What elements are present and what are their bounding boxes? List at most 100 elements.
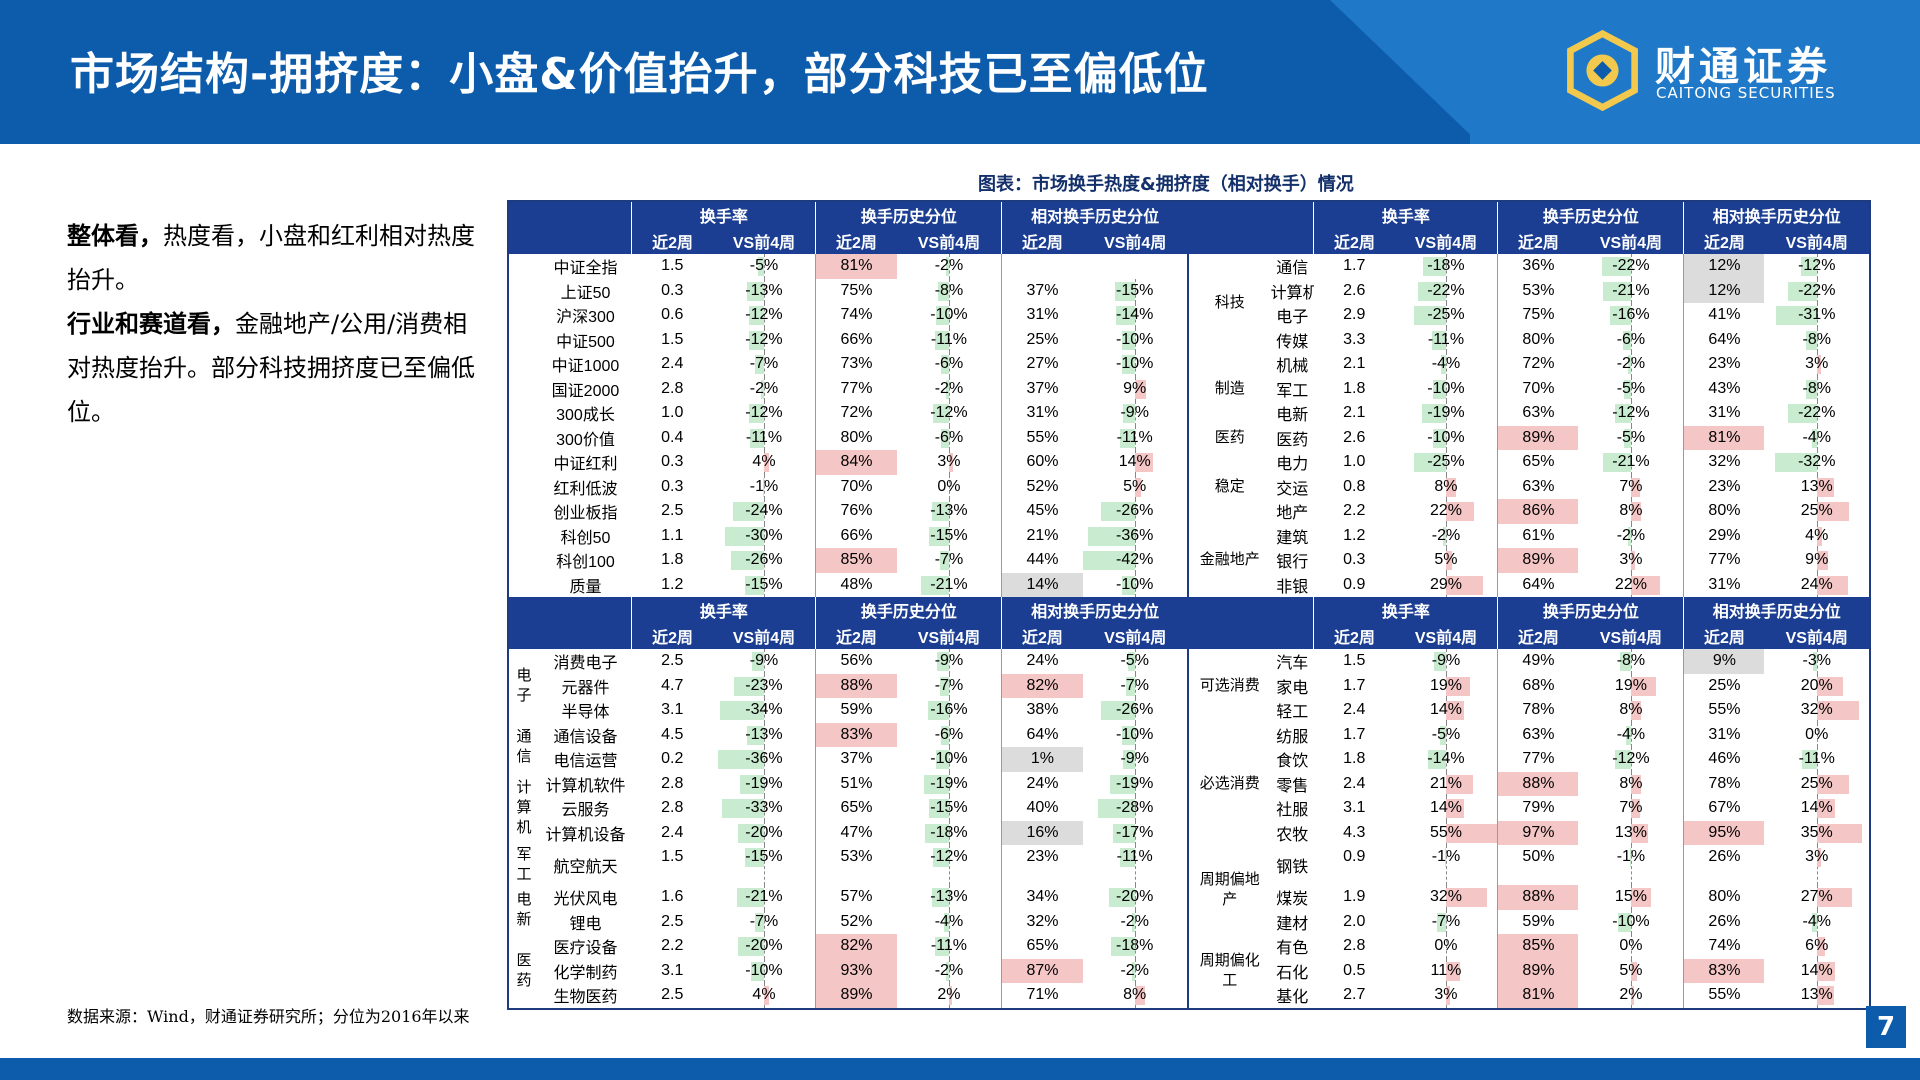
cell-value: 47% — [840, 823, 873, 841]
change-cell: -7% — [712, 909, 817, 934]
row-name: 家电 — [1276, 679, 1309, 697]
level-cell: 70% — [816, 475, 897, 500]
cell-value: 64% — [1522, 575, 1555, 593]
bar-axis — [763, 796, 765, 821]
header-subcol: 近2周 — [1001, 228, 1083, 254]
cell-value: 8% — [1619, 502, 1643, 519]
cell-content: 26% — [1684, 910, 1764, 935]
cell-content: -1% — [1578, 845, 1682, 885]
change-bar — [933, 848, 949, 867]
cell-content: 20% — [1764, 673, 1869, 698]
change-cell: 20% — [1764, 673, 1871, 698]
change-bar — [761, 379, 764, 399]
change-cell: 8% — [1578, 499, 1685, 524]
cell-value: 12% — [1708, 281, 1741, 299]
cell-content: -10% — [713, 958, 815, 983]
level-cell: 75% — [1498, 303, 1579, 328]
change-bar — [1603, 453, 1631, 472]
cell-content: -5% — [1578, 425, 1682, 450]
cell-content: 82% — [816, 934, 897, 959]
change-cell: -8% — [1578, 649, 1685, 674]
change-bar — [1413, 453, 1446, 472]
bar-axis — [1134, 572, 1136, 597]
cell-value: 87% — [1026, 961, 1059, 979]
header-subcol: 近2周 — [1497, 623, 1579, 649]
cell-value: 65% — [1026, 937, 1059, 954]
cell-content: 3% — [897, 450, 1001, 475]
cell-content: 65% — [816, 796, 896, 821]
change-cell: 11% — [1394, 958, 1499, 983]
bar-axis — [1630, 934, 1632, 959]
row-name: 科创100 — [556, 554, 615, 572]
table-row: 中证红利 0.3 4% 84% 3% 60% 14% 稳定 电力 1.0 -25% 65% -21% 32… — [508, 450, 1871, 495]
cell-value: 2% — [1619, 986, 1643, 1003]
row-name: 银行 — [1276, 554, 1309, 572]
cell-value: 95% — [1708, 823, 1741, 841]
cell-content: -10% — [1083, 327, 1186, 352]
cell-value: -9% — [1431, 652, 1461, 669]
cell-value: -9% — [749, 652, 779, 669]
row-name: 电力 — [1276, 456, 1309, 474]
change-bar — [757, 257, 764, 276]
change-cell: -5% — [1082, 649, 1189, 674]
cell-content: -10% — [897, 303, 1001, 328]
change-cell: -25% — [1394, 303, 1499, 328]
change-bar — [748, 306, 764, 325]
change-cell: 4% — [712, 450, 817, 475]
table-row: 电新 光伏风电 1.6 -21% 57% -13% 34% -20% 煤炭 1.9 32% 88% 15… — [508, 885, 1871, 928]
cell-value: 89% — [1522, 428, 1555, 446]
change-bar — [1806, 330, 1817, 350]
cell-content: 46% — [1684, 747, 1764, 772]
cell-content: 0.2 — [632, 747, 713, 772]
change-cell: -1% — [1394, 845, 1499, 885]
cell-content: -9% — [897, 649, 1001, 674]
change-cell: -5% — [1578, 425, 1685, 450]
cell-content: -42% — [1082, 548, 1186, 573]
cell-value: -4% — [1802, 912, 1831, 930]
cell-content: 64% — [1684, 328, 1764, 353]
cell-content: 3.3 — [1314, 328, 1395, 353]
cell-content: 4% — [713, 450, 815, 475]
bar-axis — [763, 698, 765, 723]
cell-value: -7% — [1120, 676, 1149, 694]
bar-axis — [1445, 747, 1447, 772]
cell-content: 70% — [1498, 377, 1578, 402]
cell-value: 1.9 — [1343, 888, 1366, 905]
level-cell: 26% — [1684, 910, 1765, 935]
bar-axis — [948, 376, 950, 401]
row-name: 机械 — [1276, 358, 1309, 376]
cell-content: 47% — [816, 821, 896, 846]
change-cell: -9% — [1394, 649, 1499, 674]
bar-axis — [1445, 649, 1447, 674]
row-name: 中证全指 — [553, 260, 618, 278]
cell-value: 29% — [1708, 526, 1741, 544]
level-cell: 0.3 — [632, 450, 713, 475]
cell-content: -7% — [897, 548, 1001, 573]
cell-content: 1.2 — [632, 573, 713, 598]
level-cell: 1.1 — [632, 524, 713, 549]
cell-content: 77% — [1684, 548, 1764, 573]
level-cell: 1.2 — [632, 573, 713, 598]
cell-content: 63% — [1498, 401, 1578, 426]
cell-content: 1.8 — [632, 548, 713, 573]
level-cell: 24% — [1002, 649, 1083, 674]
cell-value: 12% — [1708, 257, 1741, 274]
cell-value: 32% — [1026, 912, 1059, 930]
level-cell: 2.1 — [1314, 401, 1395, 426]
cell-content: -9% — [1083, 747, 1186, 772]
cell-content: 43% — [1684, 377, 1764, 402]
cell-content: 36% — [1498, 254, 1578, 279]
cell-value: 9% — [1805, 551, 1829, 568]
header-subcol: 近2周 — [815, 228, 897, 254]
cell-value: 38% — [1026, 701, 1059, 718]
cell-content: -25% — [1395, 450, 1497, 475]
change-bar — [943, 912, 949, 932]
header-blank — [1187, 597, 1314, 623]
change-bar — [744, 575, 764, 595]
bar-axis — [1134, 722, 1136, 747]
cell-content: 2.7 — [1314, 983, 1395, 1008]
level-cell — [1002, 254, 1083, 279]
cell-content: 29% — [1395, 572, 1497, 597]
change-cell: -7% — [712, 352, 817, 377]
cell-value: 25% — [1708, 676, 1741, 694]
